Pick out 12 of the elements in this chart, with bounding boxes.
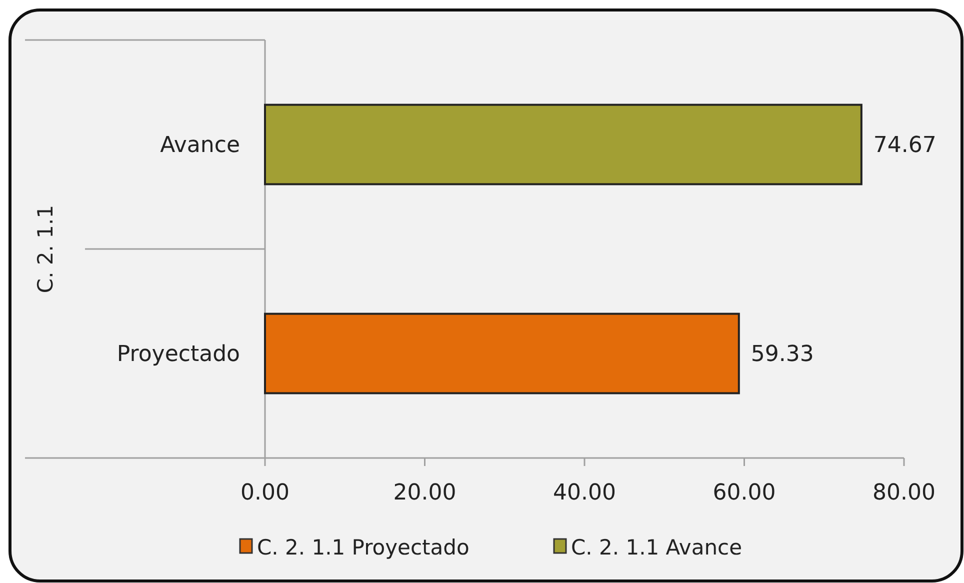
legend-label: C. 2. 1.1 Proyectado	[257, 535, 470, 560]
data-label: 74.67	[873, 133, 936, 158]
x-tick-label: 80.00	[872, 480, 936, 506]
y-tick-label: Avance	[160, 133, 240, 158]
y-tick-label: Proyectado	[116, 342, 240, 368]
x-tick-label: 20.00	[393, 480, 456, 506]
x-tick-label: 40.00	[553, 480, 616, 506]
x-tick-label: 0.00	[240, 480, 290, 506]
legend-label: C. 2. 1.1 Avance	[571, 535, 742, 560]
y-axis-title: C. 2. 1.1	[33, 204, 58, 294]
x-tick-label: 60.00	[712, 480, 776, 506]
data-label: 59.33	[750, 342, 814, 368]
